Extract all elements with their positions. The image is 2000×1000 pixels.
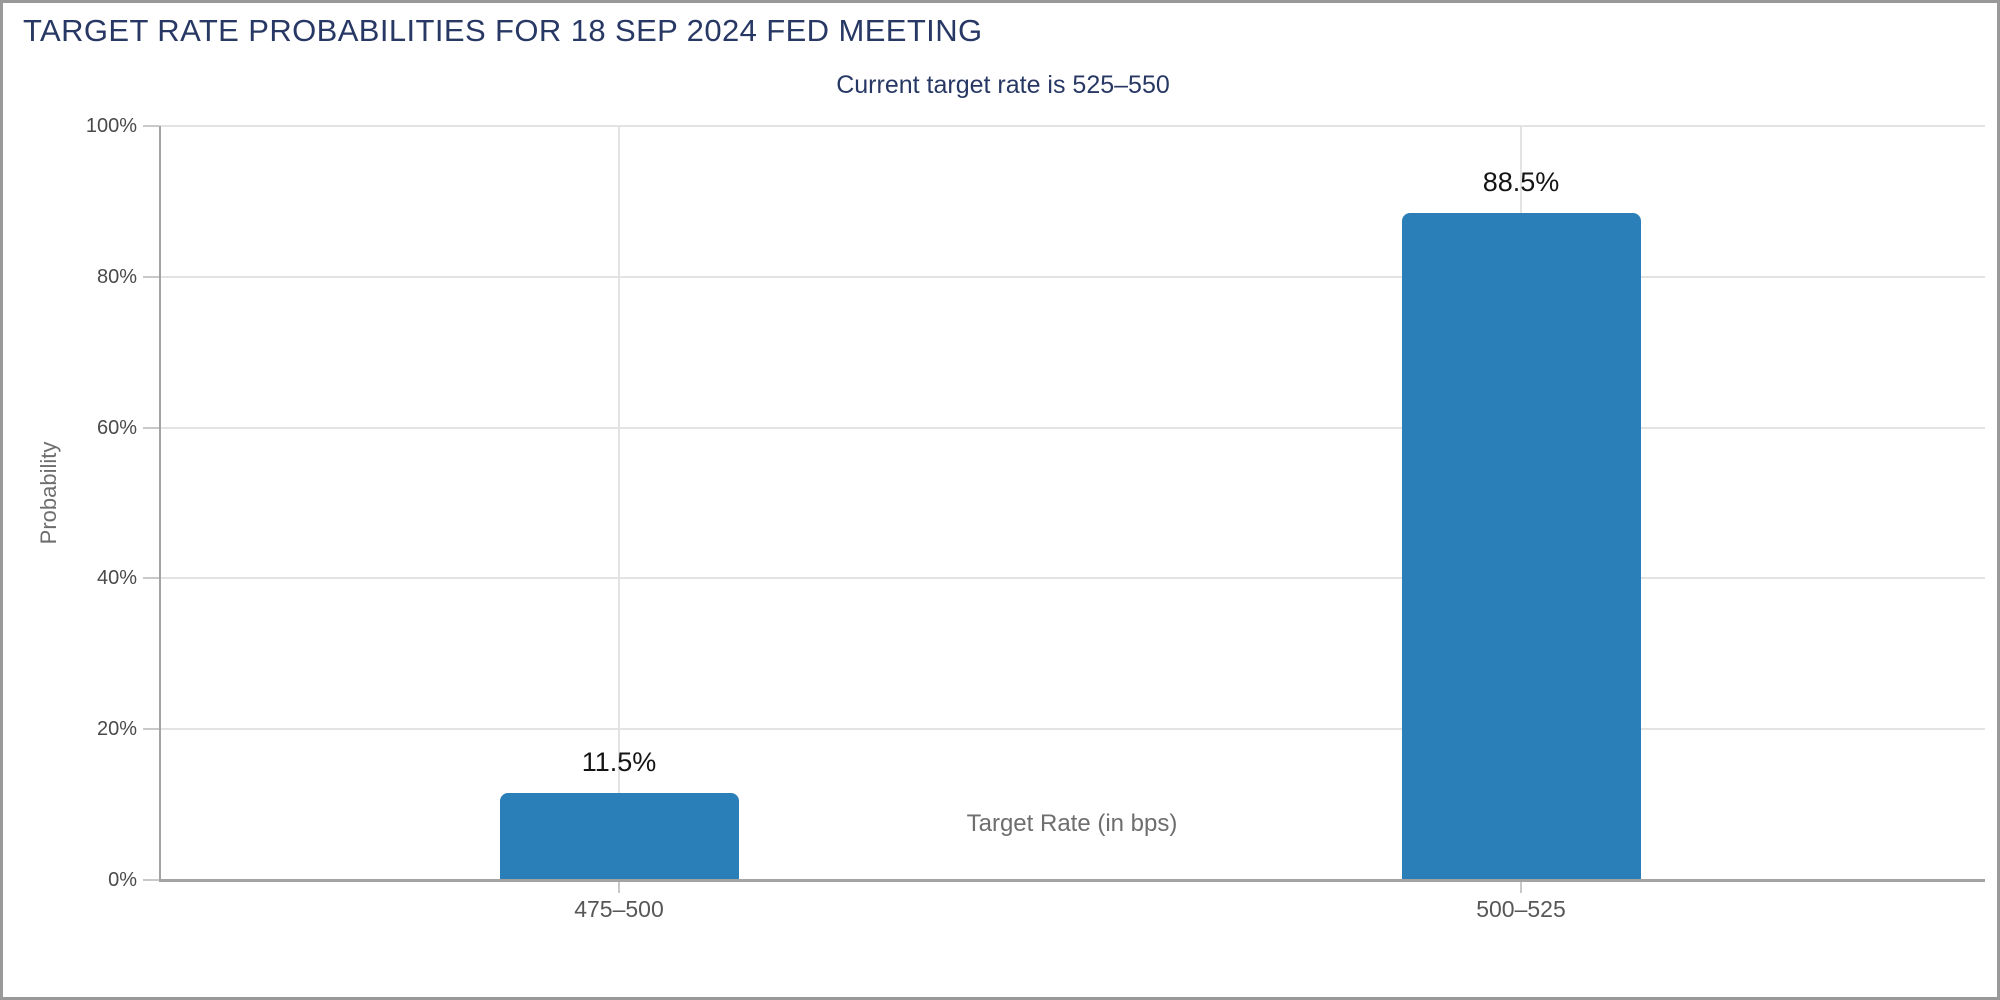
y-tick-mark [143,125,159,127]
y-tick-mark [143,275,159,278]
x-axis-line [159,879,1985,882]
h-gridline [159,728,1985,731]
bar[interactable] [1401,212,1641,880]
h-gridline [159,577,1985,580]
y-axis-title: Probability [36,441,61,545]
y-tick-mark [143,426,159,429]
h-gridline [159,275,1985,278]
bar[interactable] [499,793,739,880]
y-tick-mark [143,879,159,881]
chart-title: TARGET RATE PROBABILITIES FOR 18 SEP 202… [23,13,983,48]
y-tick-label: 100% [85,115,137,137]
y-tick-mark [143,728,159,731]
bar-value-label: 88.5% [1482,166,1560,197]
y-tick-mark [143,577,159,580]
x-tick-mark [618,880,620,893]
y-tick-label: 60% [96,416,137,439]
x-axis-title: Target Rate (in bps) [966,810,1178,837]
bar-value-label: 11.5% [581,747,657,778]
plot-area: 0% 20% 40% 60% 80% 100% 11.5% 475–500 88.5% 500–5… [86,115,1985,922]
h-gridline [159,125,1985,127]
y-axis-line [159,126,161,880]
y-tick-label: 40% [96,567,137,590]
y-tick-label: 0% [108,869,137,891]
y-tick-label: 20% [96,718,137,741]
x-tick-mark [1520,880,1522,893]
x-tick-label: 500–525 [1476,896,1566,922]
chart-subtitle: Current target rate is 525–550 [836,71,1170,99]
v-gridline [618,126,620,880]
y-tick-label: 80% [96,265,137,288]
x-tick-label: 475–500 [574,896,664,922]
h-gridline [159,426,1985,429]
